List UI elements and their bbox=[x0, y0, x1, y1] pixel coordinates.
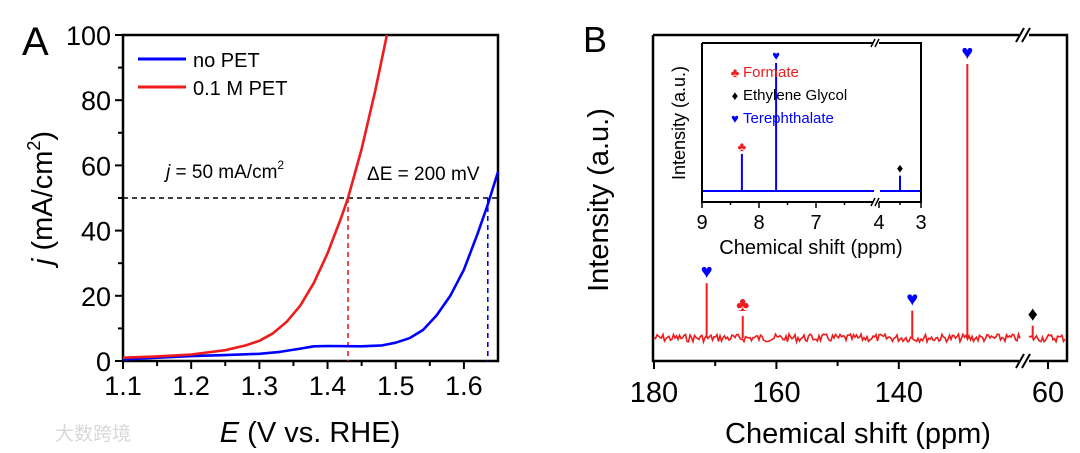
spectrum-baseline-right bbox=[1028, 333, 1066, 344]
panel-label-a: A bbox=[22, 20, 49, 64]
peak-marker-ethylene-glycol: ♦ bbox=[1028, 304, 1038, 326]
inset-axis-break bbox=[870, 38, 880, 207]
x-tick-label-a: 1.5 bbox=[377, 371, 415, 401]
x-tick-label-b: 60 bbox=[1032, 377, 1064, 409]
inset-peak-marker: ♣ bbox=[738, 139, 747, 154]
x-tick-label-a: 1.3 bbox=[241, 371, 279, 401]
y-tick-label-a: 40 bbox=[81, 217, 111, 247]
x-tick-label-a: 1.6 bbox=[445, 371, 483, 401]
panel-label-b: B bbox=[583, 19, 607, 60]
x-tick-label-a: 1.4 bbox=[309, 371, 347, 401]
series-no-pet bbox=[122, 171, 500, 361]
panel-b: B 180 160 140 60♥♣ ♥♥♦ Chemical shift (ppm) … bbox=[583, 19, 1069, 450]
y-axis-label-b: Intensity (a.u.) bbox=[583, 108, 615, 292]
inset-peak-marker: ♦ bbox=[897, 161, 904, 176]
inset-peak-marker: ♥ bbox=[772, 48, 780, 63]
inset-x-tick-label: 3 bbox=[915, 212, 926, 234]
peak-marker-terephthalate: ♥ bbox=[701, 261, 713, 283]
legend-a: no PET 0.1 M PET bbox=[138, 50, 287, 100]
x-tick-label-b: 140 bbox=[875, 377, 923, 409]
inset-x-tick-label: 8 bbox=[753, 212, 764, 234]
inset-legend-label: Ethylene Glycol bbox=[743, 87, 847, 104]
x-tick-label-b: 180 bbox=[630, 377, 678, 409]
y-tick-label-a: 20 bbox=[81, 282, 111, 312]
inset-y-axis-label: Intensity (a.u.) bbox=[669, 66, 689, 180]
inset-legend-marker: ♥ bbox=[731, 111, 739, 126]
inset-legend-label: Formate bbox=[743, 64, 799, 81]
peak-marker-terephthalate: ♥ bbox=[961, 42, 973, 64]
y-axis-label-a: j (mA/cm2) bbox=[24, 131, 59, 269]
series-pet bbox=[122, 34, 389, 359]
y-tick-label-a: 60 bbox=[81, 151, 111, 181]
y-tick-label-a: 100 bbox=[66, 21, 111, 51]
inset-legend-marker: ♣ bbox=[731, 65, 740, 80]
annotation-delta-e: ΔE = 200 mV bbox=[367, 164, 480, 185]
axis-break-b bbox=[1015, 27, 1031, 369]
panel-a: A 1.1 1.2 1.3 1.4 1.5 1.6 0 20 40 60 80 100 no PET … bbox=[22, 20, 500, 449]
annotation-j50: j = 50 mA/cm2 bbox=[163, 158, 284, 183]
inset-legend-label: Terephthalate bbox=[743, 110, 834, 127]
y-tick-label-a: 80 bbox=[81, 86, 111, 116]
inset-legend: ♣ Formate ♦ Ethylene Glycol ♥ Terephthalate bbox=[731, 64, 847, 127]
peak-marker-formate: ♣ bbox=[736, 294, 749, 316]
plot-frame-b bbox=[651, 33, 1069, 363]
watermark: 大数跨境 bbox=[55, 423, 131, 445]
legend-label-pet: 0.1 M PET bbox=[193, 78, 287, 100]
x-axis-label-b: Chemical shift (ppm) bbox=[725, 418, 991, 450]
y-tick-label-a: 0 bbox=[96, 347, 111, 377]
inset-x-tick-label: 7 bbox=[810, 212, 821, 234]
legend-label-no-pet: no PET bbox=[193, 50, 260, 72]
inset-x-tick-label: 4 bbox=[873, 212, 884, 234]
inset-x-tick-label: 9 bbox=[696, 212, 707, 234]
x-axis-label-a: E (V vs. RHE) bbox=[220, 417, 400, 449]
inset-x-axis-label: Chemical shift (ppm) bbox=[719, 237, 902, 259]
x-tick-label-a: 1.2 bbox=[172, 371, 210, 401]
peak-marker-terephthalate: ♥ bbox=[906, 289, 918, 311]
x-tick-label-a: 1.1 bbox=[104, 371, 142, 401]
x-tick-label-b: 160 bbox=[752, 377, 800, 409]
spectrum-baseline bbox=[653, 331, 1021, 345]
inset-legend-marker: ♦ bbox=[732, 88, 739, 103]
